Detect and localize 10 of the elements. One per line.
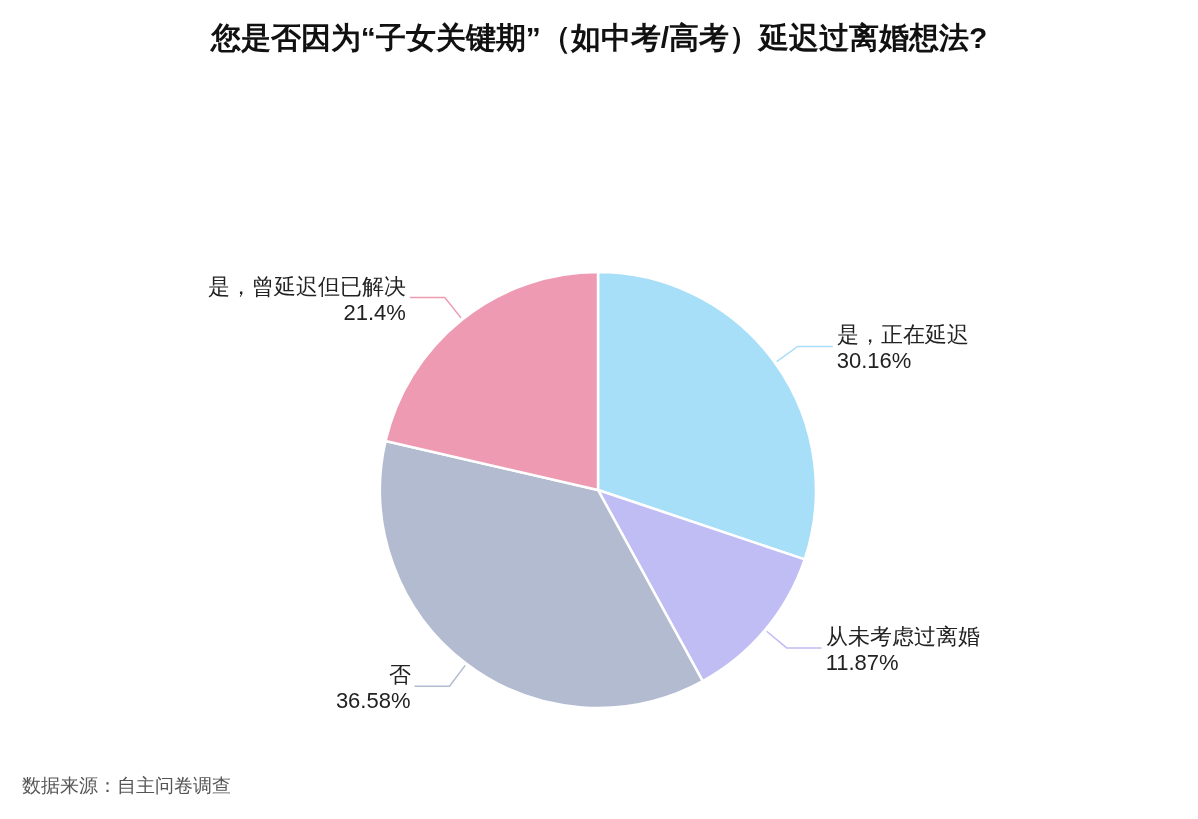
data-label: 36.58%	[335, 688, 411, 714]
slice-label: 否	[388, 662, 411, 688]
chart-title: 您是否因为“子女关键期”（如中考/高考）延迟过离婚想法?	[209, 21, 988, 54]
slice-label: 从未考虑过离婚	[825, 623, 980, 649]
slice-label: 是，曾延迟但已解决	[207, 273, 406, 299]
slice-label: 是，正在延迟	[836, 322, 969, 348]
source-note: 数据来源：自主问卷调查	[22, 775, 231, 796]
data-label: 21.4%	[343, 299, 406, 325]
data-label: 30.16%	[836, 348, 912, 374]
data-label: 11.87%	[825, 649, 899, 675]
